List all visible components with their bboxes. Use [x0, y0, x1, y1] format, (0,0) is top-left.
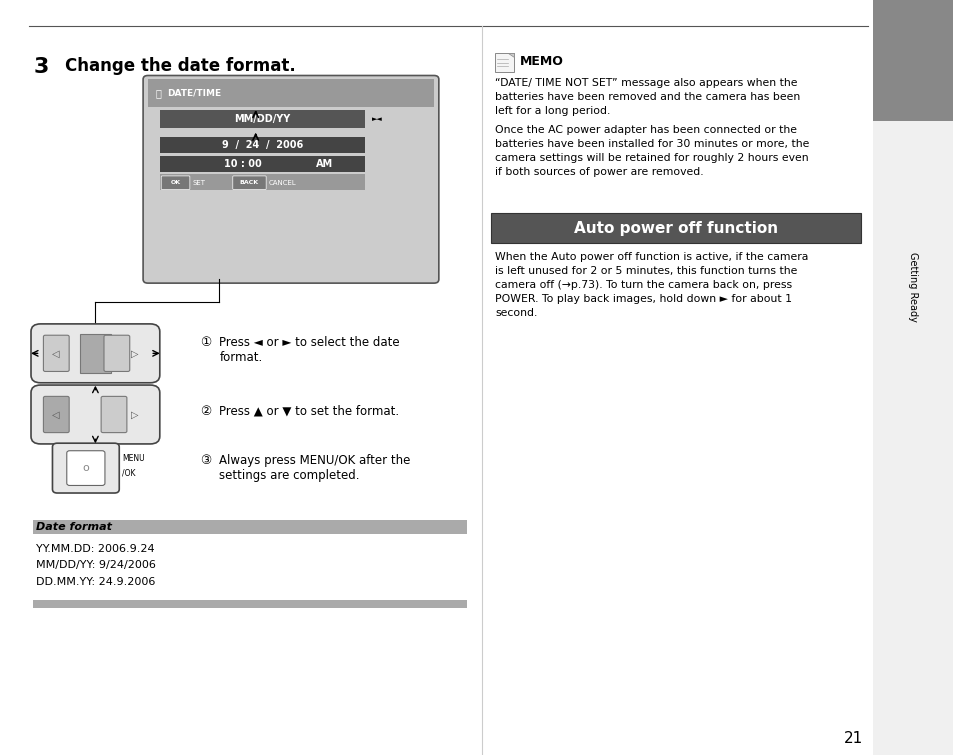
Text: OK: OK	[171, 180, 180, 185]
FancyBboxPatch shape	[495, 53, 514, 72]
Text: Date format: Date format	[36, 522, 112, 532]
FancyBboxPatch shape	[67, 451, 105, 485]
FancyBboxPatch shape	[233, 176, 266, 190]
Text: MM/DD/YY: 9/24/2006: MM/DD/YY: 9/24/2006	[36, 560, 156, 571]
Text: Press ▲ or ▼ to set the format.: Press ▲ or ▼ to set the format.	[219, 405, 399, 418]
Text: ①: ①	[200, 335, 212, 349]
Text: 21: 21	[843, 731, 862, 746]
Text: Auto power off function: Auto power off function	[574, 220, 778, 236]
FancyBboxPatch shape	[160, 174, 365, 190]
Text: o: o	[82, 463, 90, 473]
FancyBboxPatch shape	[80, 334, 111, 373]
Text: “DATE/ TIME NOT SET” message also appears when the
batteries have been removed a: “DATE/ TIME NOT SET” message also appear…	[495, 78, 800, 116]
Text: ▷: ▷	[132, 348, 138, 359]
Text: 10 : 00: 10 : 00	[224, 159, 262, 169]
Text: Always press MENU/OK after the: Always press MENU/OK after the	[219, 454, 411, 467]
Text: 3: 3	[33, 57, 49, 76]
Text: ►◄: ►◄	[372, 116, 382, 122]
Text: MENU: MENU	[122, 454, 145, 463]
FancyBboxPatch shape	[160, 137, 365, 153]
FancyBboxPatch shape	[31, 324, 159, 383]
Text: Press ◄ or ► to select the date: Press ◄ or ► to select the date	[219, 335, 399, 349]
Text: ③: ③	[200, 454, 212, 467]
Text: Change the date format.: Change the date format.	[65, 57, 295, 75]
Text: ②: ②	[200, 405, 212, 418]
FancyBboxPatch shape	[101, 396, 127, 433]
Text: DATE/TIME: DATE/TIME	[167, 88, 221, 97]
Text: settings are completed.: settings are completed.	[219, 469, 359, 482]
Text: SET: SET	[193, 180, 206, 186]
Text: When the Auto power off function is active, if the camera
is left unused for 2 o: When the Auto power off function is acti…	[495, 252, 807, 318]
Text: MM/DD/YY: MM/DD/YY	[234, 114, 290, 125]
FancyBboxPatch shape	[44, 335, 70, 371]
Text: ◁: ◁	[52, 348, 59, 359]
FancyBboxPatch shape	[44, 396, 70, 433]
FancyBboxPatch shape	[161, 176, 190, 190]
FancyBboxPatch shape	[31, 385, 159, 444]
Polygon shape	[508, 53, 514, 57]
FancyBboxPatch shape	[491, 213, 861, 243]
FancyBboxPatch shape	[143, 76, 438, 283]
FancyBboxPatch shape	[160, 110, 365, 128]
FancyBboxPatch shape	[33, 600, 467, 608]
Text: MEMO: MEMO	[519, 54, 563, 68]
FancyBboxPatch shape	[104, 335, 130, 371]
Text: ◁: ◁	[52, 409, 59, 420]
FancyBboxPatch shape	[872, 0, 953, 121]
Text: ⌚: ⌚	[155, 88, 161, 98]
Text: Once the AC power adapter has been connected or the
batteries have been installe: Once the AC power adapter has been conne…	[495, 125, 809, 177]
Text: YY.MM.DD: 2006.9.24: YY.MM.DD: 2006.9.24	[36, 544, 154, 554]
FancyBboxPatch shape	[148, 79, 434, 107]
Text: BACK: BACK	[239, 180, 258, 185]
Text: format.: format.	[219, 350, 262, 364]
Text: /OK: /OK	[122, 468, 135, 477]
Text: 9  /  24  /  2006: 9 / 24 / 2006	[221, 140, 303, 150]
FancyBboxPatch shape	[52, 443, 119, 493]
Text: CANCEL: CANCEL	[269, 180, 296, 186]
Text: ▷: ▷	[132, 409, 138, 420]
FancyBboxPatch shape	[33, 520, 467, 534]
FancyBboxPatch shape	[160, 156, 365, 172]
Text: Getting Ready: Getting Ready	[907, 252, 917, 322]
FancyBboxPatch shape	[872, 0, 953, 755]
Text: AM: AM	[315, 159, 333, 169]
Text: DD.MM.YY: 24.9.2006: DD.MM.YY: 24.9.2006	[36, 577, 155, 587]
